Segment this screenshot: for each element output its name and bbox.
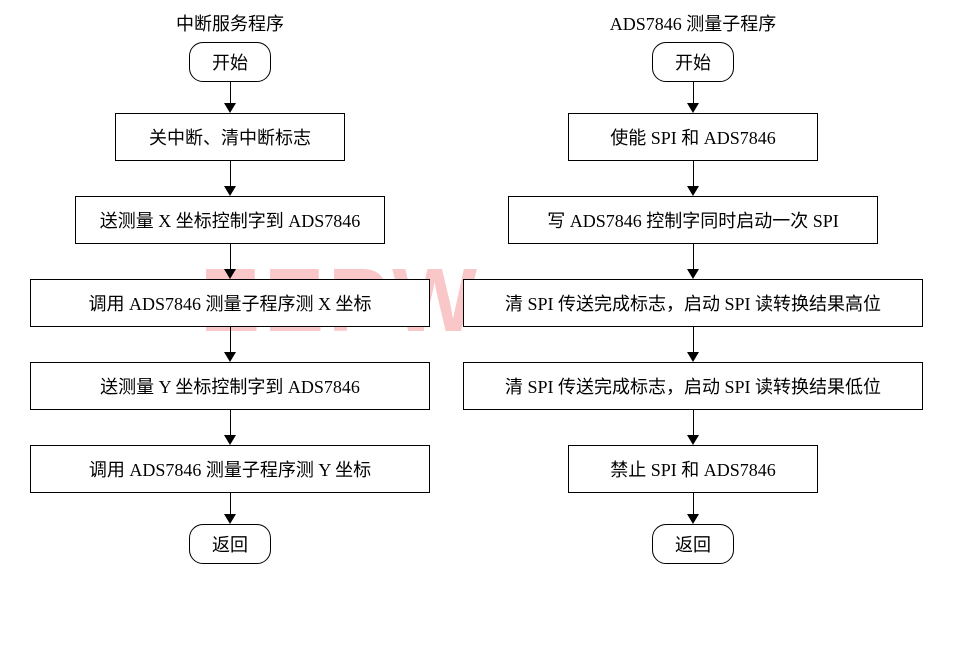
right-step-4: 清 SPI 传送完成标志，启动 SPI 读转换结果低位	[463, 362, 923, 410]
right-step-3: 清 SPI 传送完成标志，启动 SPI 读转换结果高位	[463, 279, 923, 327]
arrow-icon	[224, 161, 236, 196]
right-start-terminal: 开始	[652, 42, 734, 82]
arrow-icon	[687, 493, 699, 524]
arrow-icon	[687, 82, 699, 113]
left-start-terminal: 开始	[189, 42, 271, 82]
flowchart-container: 中断服务程序 开始 关中断、清中断标志 送测量 X 坐标控制字到 ADS7846…	[0, 0, 953, 564]
right-flowchart: ADS7846 测量子程序 开始 使能 SPI 和 ADS7846 写 ADS7…	[453, 10, 933, 564]
left-step-1: 关中断、清中断标志	[115, 113, 345, 161]
right-step-1: 使能 SPI 和 ADS7846	[568, 113, 818, 161]
arrow-icon	[224, 82, 236, 113]
arrow-icon	[687, 161, 699, 196]
left-step-2: 送测量 X 坐标控制字到 ADS7846	[75, 196, 385, 244]
left-step-4: 送测量 Y 坐标控制字到 ADS7846	[30, 362, 430, 410]
left-flowchart: 中断服务程序 开始 关中断、清中断标志 送测量 X 坐标控制字到 ADS7846…	[20, 10, 440, 564]
right-title: ADS7846 测量子程序	[610, 10, 777, 36]
right-end-terminal: 返回	[652, 524, 734, 564]
arrow-icon	[224, 327, 236, 362]
left-step-5: 调用 ADS7846 测量子程序测 Y 坐标	[30, 445, 430, 493]
arrow-icon	[224, 493, 236, 524]
arrow-icon	[687, 244, 699, 279]
right-step-5: 禁止 SPI 和 ADS7846	[568, 445, 818, 493]
left-title: 中断服务程序	[176, 10, 284, 36]
arrow-icon	[224, 410, 236, 445]
left-step-3: 调用 ADS7846 测量子程序测 X 坐标	[30, 279, 430, 327]
arrow-icon	[224, 244, 236, 279]
arrow-icon	[687, 410, 699, 445]
left-end-terminal: 返回	[189, 524, 271, 564]
arrow-icon	[687, 327, 699, 362]
right-step-2: 写 ADS7846 控制字同时启动一次 SPI	[508, 196, 878, 244]
